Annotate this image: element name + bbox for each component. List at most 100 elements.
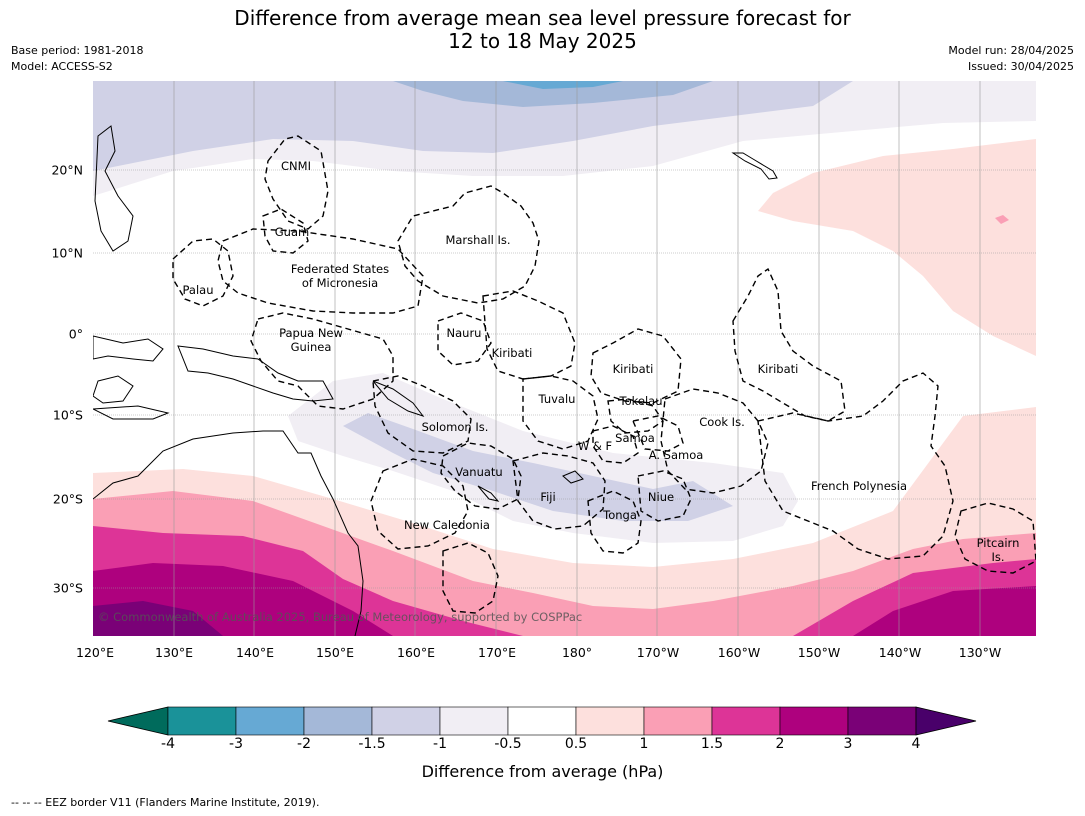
lon-tick-9: 150°W <box>797 645 841 660</box>
lon-tick-11: 130°W <box>958 645 1002 660</box>
label-guam: Guam <box>275 225 309 239</box>
eez-kiribati-gilbert <box>482 290 576 380</box>
eez-footer-note: -- -- -- EEZ border V11 (Flanders Marine… <box>11 796 320 809</box>
philippines-coast <box>94 125 134 252</box>
eez-png <box>250 312 394 410</box>
colorbar-segment <box>575 706 645 736</box>
colorbar-tick-label: 0.5 <box>564 736 588 752</box>
meta-right: Model run: 28/04/2025 Issued: 30/04/2025 <box>948 43 1074 75</box>
eez-fiji <box>512 452 606 530</box>
label-fiji: Fiji <box>540 490 555 504</box>
northeast-positive-anomaly <box>758 139 1036 356</box>
label-niue: Niue <box>648 490 674 504</box>
eez-tuvalu <box>522 375 599 450</box>
label-png-1: Papua New <box>279 326 343 340</box>
eez-palau <box>172 238 234 307</box>
colorbar-segment <box>711 706 781 736</box>
lon-tick-2: 140°E <box>235 645 275 660</box>
eez-wallis-futuna <box>592 425 639 464</box>
eez-guam <box>262 208 309 254</box>
label-wallis-futuna: W & F <box>578 439 612 453</box>
lon-tick-0: 120°E <box>75 645 115 660</box>
longitude-gridlines <box>173 81 981 636</box>
south-anomaly-3 <box>93 601 223 636</box>
lon-tick-10: 140°W <box>878 645 922 660</box>
label-vanuatu: Vanuatu <box>455 465 502 479</box>
eez-french-polynesia <box>757 372 954 560</box>
label-solomon: Solomon Is. <box>422 420 489 434</box>
coastlines <box>93 125 778 636</box>
colorbar-segment <box>439 706 509 736</box>
colorbar-segment <box>303 706 373 736</box>
eez-kermadec <box>442 542 499 614</box>
label-tokelau: Tokelau <box>619 394 663 408</box>
colorbar-tick-label: 1 <box>639 736 649 752</box>
colorbar-tick-label: -2 <box>297 736 311 752</box>
lon-tick-5: 170°E <box>477 645 517 660</box>
fiji-coast <box>562 470 584 484</box>
issued-date: Issued: 30/04/2025 <box>967 60 1074 73</box>
new-caledonia-coast <box>477 485 500 502</box>
eez-new-caledonia <box>370 458 469 550</box>
colorbar-tick-label: -1 <box>433 736 447 752</box>
colorbar <box>107 706 977 736</box>
colorbar-segment <box>167 706 237 736</box>
colorbar-extend-high <box>915 706 977 736</box>
indonesia-coast <box>93 335 164 362</box>
lon-tick-7: 170°W <box>636 645 680 660</box>
label-pitcairn-1: Pitcairn <box>977 536 1020 550</box>
eez-borders <box>172 135 1036 614</box>
eez-cnmi <box>264 135 329 230</box>
lat-tick-4: 20°S <box>52 491 83 507</box>
copyright-notice: © Commonwealth of Australia 2025, Bureau… <box>98 610 582 624</box>
lon-tick-4: 160°E <box>396 645 436 660</box>
north-anomaly-core <box>503 81 623 89</box>
new-guinea-coast <box>177 345 334 402</box>
lon-tick-6: 180° <box>561 645 593 660</box>
colorbar-label: Difference from average (hPa) <box>421 762 664 781</box>
title-line-2: 12 to 18 May 2025 <box>448 29 637 53</box>
model-name: Model: ACCESS-S2 <box>11 60 113 73</box>
meta-left: Base period: 1981-2018 Model: ACCESS-S2 <box>11 43 143 75</box>
eez-cook <box>660 388 769 494</box>
eez-tokelau <box>607 398 664 434</box>
colorbar-extend-low <box>107 706 169 736</box>
eez-vanuatu <box>440 442 522 510</box>
colorbar-tick-label: -3 <box>229 736 243 752</box>
label-kiribati-central: Kiribati <box>613 362 654 376</box>
lon-tick-3: 150°E <box>315 645 355 660</box>
eez-pitcairn <box>954 502 1036 574</box>
north-anomaly-strong <box>393 81 713 107</box>
colorbar-segment <box>779 706 849 736</box>
lat-tick-1: 10°N <box>51 245 83 261</box>
colorbar-tick-label: 1.5 <box>700 736 724 752</box>
label-french-polynesia: French Polynesia <box>811 479 907 493</box>
sulawesi-coast <box>93 375 134 404</box>
lon-tick-1: 130°E <box>154 645 194 660</box>
lat-tick-5: 30°S <box>52 580 83 596</box>
lat-tick-3: 10°S <box>52 407 83 423</box>
label-micronesia-2: of Micronesia <box>302 276 378 290</box>
northeast-positive-spot <box>995 215 1009 224</box>
label-micronesia-1: Federated States <box>291 262 389 276</box>
label-cook: Cook Is. <box>699 415 744 429</box>
colorbar-segment <box>371 706 441 736</box>
eez-samoa <box>632 415 684 452</box>
pressure-anomaly-map: CNMI Guam Marshall Is. Federated States … <box>93 81 1036 636</box>
colorbar-tick-label: 4 <box>911 736 921 752</box>
lon-tick-8: 160°W <box>717 645 761 660</box>
eez-kiribati-phoenix <box>590 328 682 404</box>
label-cnmi: CNMI <box>281 159 311 173</box>
label-marshall: Marshall Is. <box>445 233 510 247</box>
colorbar-tick-label: 2 <box>775 736 785 752</box>
colorbar-segment <box>507 706 577 736</box>
colorbar-tick-label: -4 <box>161 736 175 752</box>
label-png-2: Guinea <box>291 340 332 354</box>
colorbar-tick-label: -1.5 <box>358 736 386 752</box>
label-american-samoa: A. Samoa <box>649 448 704 462</box>
label-kiribati-west: Kiribati <box>492 346 533 360</box>
hawaii-coast <box>731 152 778 180</box>
spcz-anomaly-mid <box>343 413 733 521</box>
label-palau: Palau <box>183 283 214 297</box>
label-tonga: Tonga <box>602 508 637 522</box>
